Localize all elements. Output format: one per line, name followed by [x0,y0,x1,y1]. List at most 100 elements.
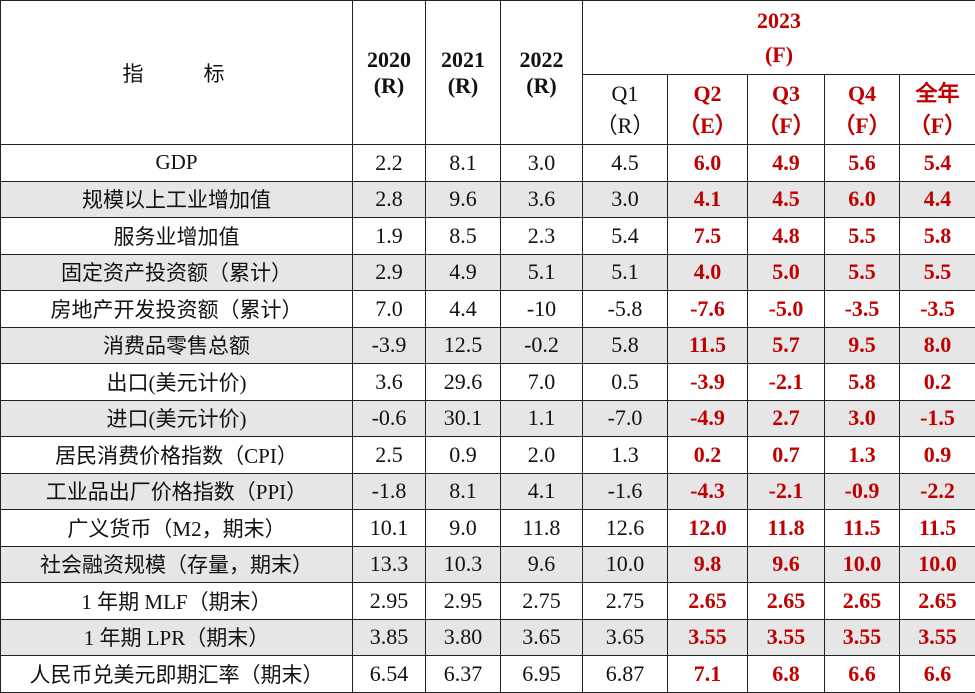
forecast-value-cell: 0.7 [748,437,825,474]
value-cell: -0.2 [501,327,583,364]
forecast-value-cell: -0.9 [825,473,900,510]
indicator-name: 规模以上工业增加值 [1,181,353,218]
year-tag: (R) [501,73,582,99]
value-cell: -1.8 [353,473,426,510]
indicator-name: 1 年期 MLF（期末） [1,583,353,620]
value-cell: 10.1 [353,510,426,547]
forecast-year-label: 2023 [583,4,975,38]
value-cell: 10.0 [583,546,668,583]
forecast-value-cell: 4.5 [748,181,825,218]
quarter-tag: （F） [825,110,899,142]
quarter-header-full-year: 全年 （F） [900,75,975,145]
forecast-value-cell: 5.4 [900,145,975,182]
forecast-value-cell: 5.5 [825,254,900,291]
forecast-value-cell: 3.55 [748,619,825,656]
indicator-name: 固定资产投资额（累计） [1,254,353,291]
value-cell: -3.9 [353,327,426,364]
forecast-value-cell: 3.55 [668,619,748,656]
value-cell: 2.95 [426,583,501,620]
forecast-value-cell: 6.6 [900,656,975,693]
forecast-value-cell: 3.55 [825,619,900,656]
forecast-value-cell: -7.6 [668,291,748,328]
forecast-value-cell: -3.9 [668,364,748,401]
forecast-value-cell: 10.0 [825,546,900,583]
year-label: 2021 [426,47,500,73]
year-tag: (R) [353,73,425,99]
forecast-value-cell: 7.1 [668,656,748,693]
indicator-name: 1 年期 LPR（期末） [1,619,353,656]
forecast-value-cell: 11.5 [668,327,748,364]
value-cell: -1.6 [583,473,668,510]
value-cell: 2.75 [583,583,668,620]
quarter-tag: （F） [900,110,975,142]
indicator-name: 广义货币（M2，期末） [1,510,353,547]
forecast-value-cell: 12.0 [668,510,748,547]
value-cell: 7.0 [501,364,583,401]
value-cell: 6.95 [501,656,583,693]
forecast-value-cell: 4.0 [668,254,748,291]
value-cell: 8.5 [426,218,501,255]
forecast-value-cell: -3.5 [825,291,900,328]
year-tag: (R) [426,73,500,99]
value-cell: 8.1 [426,473,501,510]
value-cell: 13.3 [353,546,426,583]
forecast-value-cell: 6.6 [825,656,900,693]
forecast-value-cell: 3.55 [900,619,975,656]
value-cell: 4.9 [426,254,501,291]
forecast-value-cell: 5.8 [825,364,900,401]
value-cell: 2.5 [353,437,426,474]
value-cell: 0.9 [426,437,501,474]
forecast-value-cell: 4.4 [900,181,975,218]
forecast-value-cell: 2.65 [748,583,825,620]
value-cell: 11.8 [501,510,583,547]
indicator-name: 社会融资规模（存量，期末） [1,546,353,583]
indicator-header: 指 标 [1,1,353,145]
forecast-value-cell: 7.5 [668,218,748,255]
value-cell: 12.6 [583,510,668,547]
value-cell: 3.65 [501,619,583,656]
value-cell: 29.6 [426,364,501,401]
forecast-value-cell: 1.3 [825,437,900,474]
value-cell: 5.4 [583,218,668,255]
forecast-year-tag: (F) [583,38,975,72]
value-cell: 8.1 [426,145,501,182]
forecast-value-cell: -1.5 [900,400,975,437]
forecast-value-cell: 9.8 [668,546,748,583]
quarter-header-q3: Q3 （F） [748,75,825,145]
value-cell: 6.87 [583,656,668,693]
indicator-name: 出口(美元计价) [1,364,353,401]
value-cell: 2.0 [501,437,583,474]
value-cell: 4.5 [583,145,668,182]
forecast-value-cell: 0.9 [900,437,975,474]
forecast-value-cell: 11.5 [900,510,975,547]
forecast-value-cell: -2.2 [900,473,975,510]
year-header-2022: 2022 (R) [501,1,583,145]
value-cell: -10 [501,291,583,328]
indicator-name: 居民消费价格指数（CPI） [1,437,353,474]
value-cell: 6.37 [426,656,501,693]
quarter-tag: （E） [668,110,747,142]
indicator-name: 服务业增加值 [1,218,353,255]
forecast-value-cell: 3.0 [825,400,900,437]
quarter-header-q4: Q4 （F） [825,75,900,145]
forecast-value-cell: -4.9 [668,400,748,437]
value-cell: 2.3 [501,218,583,255]
value-cell: 3.65 [583,619,668,656]
value-cell: 2.8 [353,181,426,218]
indicator-name: 进口(美元计价) [1,400,353,437]
quarter-tag: （F） [748,110,824,142]
year-label: 2022 [501,47,582,73]
value-cell: 5.1 [501,254,583,291]
forecast-value-cell: -5.0 [748,291,825,328]
forecast-value-cell: 2.65 [900,583,975,620]
